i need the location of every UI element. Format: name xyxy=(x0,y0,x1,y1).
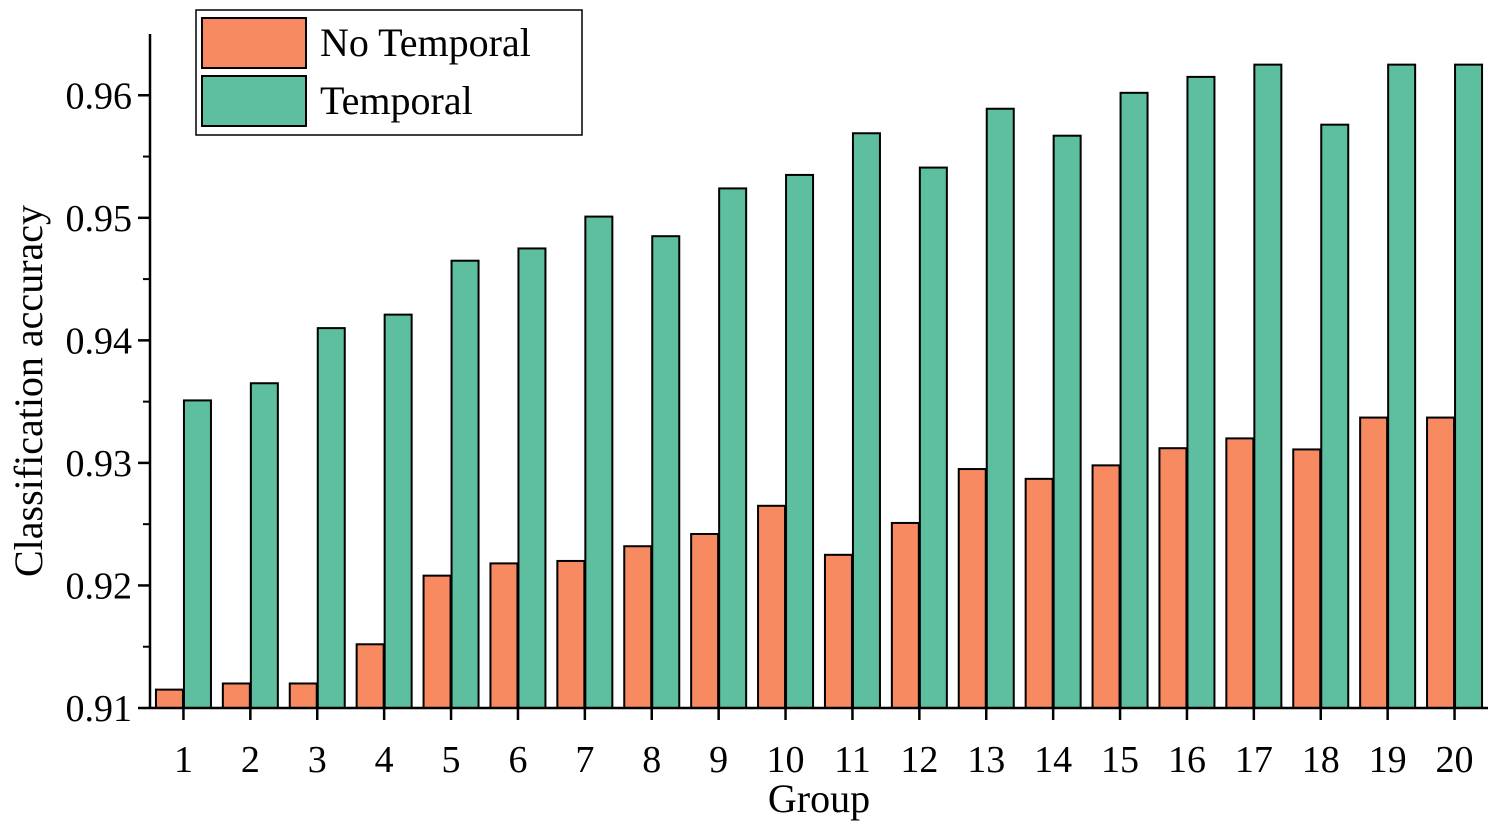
bar-temporal-15 xyxy=(1119,91,1149,709)
x-tick-label: 10 xyxy=(767,739,805,781)
y-tick-label: 0.96 xyxy=(66,75,133,117)
bar-temporal-4 xyxy=(383,313,413,709)
x-tick-label: 9 xyxy=(709,739,728,781)
x-tick-label: 6 xyxy=(508,739,527,781)
bars-layer xyxy=(154,63,1484,710)
legend: No Temporal Temporal xyxy=(195,9,583,136)
y-tick-label: 0.95 xyxy=(66,198,133,240)
x-tick-label: 2 xyxy=(241,739,260,781)
bar-no-temporal-15 xyxy=(1091,464,1121,709)
y-tick-label: 0.92 xyxy=(66,565,133,607)
bar-temporal-7 xyxy=(584,215,614,709)
bar-no-temporal-14 xyxy=(1024,477,1054,709)
bar-no-temporal-7 xyxy=(556,559,586,710)
x-tick-label: 8 xyxy=(642,739,661,781)
bar-temporal-9 xyxy=(718,187,748,710)
bar-temporal-17 xyxy=(1253,63,1283,709)
bar-temporal-10 xyxy=(785,173,815,709)
bar-no-temporal-13 xyxy=(957,468,987,710)
bar-temporal-13 xyxy=(985,107,1015,709)
bar-temporal-11 xyxy=(851,132,881,709)
x-tick-label: 12 xyxy=(900,739,938,781)
bar-no-temporal-16 xyxy=(1158,447,1188,709)
bar-no-temporal-1 xyxy=(154,688,184,709)
x-tick-label: 11 xyxy=(834,739,871,781)
x-tick-label: 4 xyxy=(375,739,394,781)
x-tick-label: 3 xyxy=(308,739,327,781)
legend-swatch-no-temporal xyxy=(201,17,307,69)
bar-no-temporal-10 xyxy=(757,504,787,709)
bar-temporal-18 xyxy=(1320,123,1350,710)
bar-temporal-12 xyxy=(918,166,948,709)
bar-temporal-20 xyxy=(1454,63,1484,709)
legend-swatch-temporal xyxy=(201,75,307,127)
bar-temporal-3 xyxy=(316,327,346,709)
bar-temporal-6 xyxy=(517,247,547,709)
x-tick-label: 7 xyxy=(575,739,594,781)
bar-temporal-2 xyxy=(249,382,279,709)
bar-temporal-16 xyxy=(1186,75,1216,709)
y-tick-label: 0.93 xyxy=(66,443,133,485)
x-tick-label: 14 xyxy=(1034,739,1072,781)
x-tick-label: 17 xyxy=(1235,739,1273,781)
bar-temporal-19 xyxy=(1387,63,1417,709)
y-tick-label: 0.94 xyxy=(66,320,133,362)
bar-no-temporal-5 xyxy=(422,574,452,710)
bar-temporal-8 xyxy=(651,235,681,709)
bar-no-temporal-12 xyxy=(890,521,920,710)
bar-temporal-14 xyxy=(1052,134,1082,709)
x-axis-title: Group xyxy=(768,776,870,821)
bar-temporal-5 xyxy=(450,259,480,709)
x-tick-label: 13 xyxy=(967,739,1005,781)
legend-label-temporal: Temporal xyxy=(320,78,473,123)
x-tick-label: 20 xyxy=(1436,739,1474,781)
bar-no-temporal-6 xyxy=(489,562,519,710)
bar-no-temporal-19 xyxy=(1359,416,1389,709)
y-axis-title: Classification accuracy xyxy=(6,205,51,577)
bar-no-temporal-17 xyxy=(1225,437,1255,709)
x-tick-label: 5 xyxy=(442,739,461,781)
bar-no-temporal-8 xyxy=(623,545,653,709)
x-tick-label: 19 xyxy=(1369,739,1407,781)
legend-label-no-temporal: No Temporal xyxy=(320,20,531,65)
bar-temporal-1 xyxy=(182,399,212,709)
x-tick-label: 1 xyxy=(174,739,193,781)
bar-no-temporal-2 xyxy=(221,682,251,709)
x-tick-label: 18 xyxy=(1302,739,1340,781)
bar-no-temporal-11 xyxy=(823,553,853,709)
bar-no-temporal-9 xyxy=(690,532,720,709)
y-tick-label: 0.91 xyxy=(66,688,133,730)
bar-no-temporal-20 xyxy=(1426,416,1456,709)
bar-no-temporal-4 xyxy=(355,643,385,710)
axes-layer: 0.910.920.930.940.950.961 2 3 4 5 6 7 8 9 10 11 12 1… xyxy=(6,34,1488,821)
x-tick-label: 15 xyxy=(1101,739,1139,781)
x-tick-label: 16 xyxy=(1168,739,1206,781)
bar-no-temporal-3 xyxy=(288,682,318,709)
bar-no-temporal-18 xyxy=(1292,448,1322,709)
